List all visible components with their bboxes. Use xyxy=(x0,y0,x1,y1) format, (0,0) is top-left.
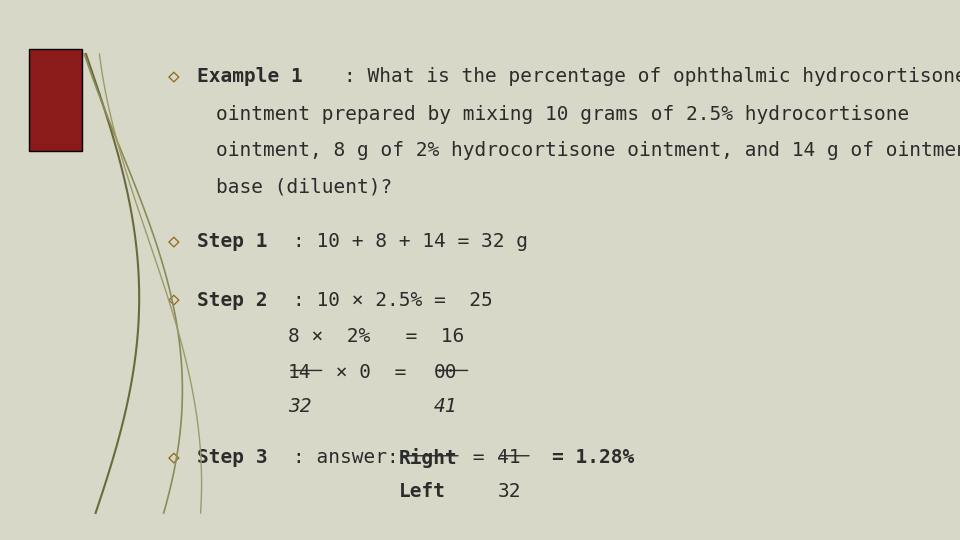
Text: ◇: ◇ xyxy=(168,232,180,251)
Text: ointment, 8 g of 2% hydrocortisone ointment, and 14 g of ointment: ointment, 8 g of 2% hydrocortisone ointm… xyxy=(216,141,960,160)
Text: 32: 32 xyxy=(497,482,520,501)
Text: Step 1: Step 1 xyxy=(197,232,267,251)
Text: : answer:: : answer: xyxy=(293,448,410,467)
Text: Step 2: Step 2 xyxy=(197,291,267,309)
Text: Right: Right xyxy=(398,448,457,468)
Text: × 0  =: × 0 = xyxy=(324,363,430,382)
Text: Left: Left xyxy=(398,482,445,501)
Text: =: = xyxy=(461,448,496,467)
Text: ◇: ◇ xyxy=(168,448,180,467)
Text: Step 3: Step 3 xyxy=(197,448,267,467)
Text: 14: 14 xyxy=(288,363,311,382)
Text: : 10 + 8 + 14 = 32 g: : 10 + 8 + 14 = 32 g xyxy=(293,232,528,251)
Text: : 10 × 2.5% =  25: : 10 × 2.5% = 25 xyxy=(293,291,492,309)
Text: : What is the percentage of ophthalmic hydrocortisone: : What is the percentage of ophthalmic h… xyxy=(344,68,960,86)
Text: ointment prepared by mixing 10 grams of 2.5% hydrocortisone: ointment prepared by mixing 10 grams of … xyxy=(216,105,909,124)
Text: ◇: ◇ xyxy=(168,291,180,309)
Text: 41: 41 xyxy=(497,448,520,467)
Text: base (diluent)?: base (diluent)? xyxy=(216,177,393,196)
Text: 00: 00 xyxy=(434,363,457,382)
Text: Example 1: Example 1 xyxy=(197,68,302,86)
Text: 41: 41 xyxy=(434,397,457,416)
Text: 8 ×  2%   =  16: 8 × 2% = 16 xyxy=(288,327,465,346)
Text: ◇: ◇ xyxy=(168,68,180,86)
Text: 32: 32 xyxy=(288,397,311,416)
Text: = 1.28%: = 1.28% xyxy=(552,448,635,467)
